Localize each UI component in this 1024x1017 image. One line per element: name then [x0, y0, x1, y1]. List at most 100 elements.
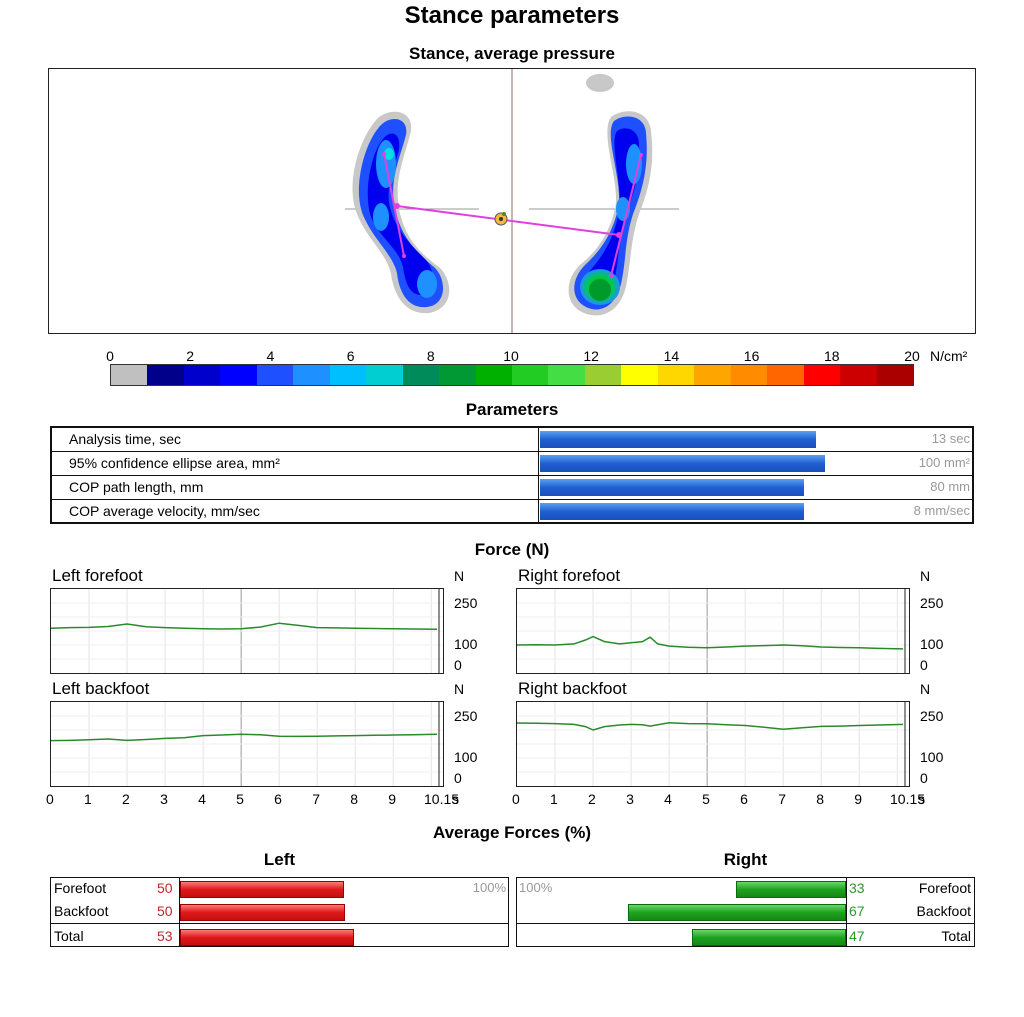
x-tick: 5	[236, 791, 244, 807]
force-panel-title: Left forefoot	[52, 566, 143, 585]
x-tick: 8	[350, 791, 359, 807]
parameter-divider	[538, 476, 539, 499]
parameter-row: 95% confidence ellipse area, mm²81100 mm…	[52, 452, 972, 476]
y-tick: 100	[920, 749, 944, 766]
y-tick: 0	[920, 657, 928, 673]
x-tick: 0	[512, 791, 520, 807]
force-plot	[50, 701, 444, 787]
force-plot	[50, 588, 444, 674]
x-tick: 8	[816, 791, 825, 807]
force-series-line	[516, 635, 904, 650]
colorbar-swatch	[840, 365, 877, 385]
force-unit: N	[920, 681, 931, 697]
x-tick: 1	[84, 791, 92, 807]
parameter-label: 95% confidence ellipse area, mm²	[69, 455, 280, 471]
parameter-bar	[540, 503, 804, 520]
right-force-bar	[736, 881, 846, 898]
parameter-divider	[538, 428, 539, 451]
pressure-scale-unit: N/cm²	[930, 348, 968, 364]
scale-label: 16	[743, 348, 760, 364]
x-tick: 10.15	[424, 791, 460, 807]
x-tick: 3	[626, 791, 634, 807]
parameter-max: 13 sec	[931, 431, 970, 446]
left-force-value: 53	[157, 928, 173, 944]
scale-label: 6	[346, 348, 355, 364]
colorbar-swatch	[511, 365, 549, 385]
parameter-label: COP average velocity, mm/sec	[69, 503, 260, 519]
x-tick: 9	[854, 791, 863, 807]
left-forces-table: 100% Forefoot 50 Backfoot 50 Total 53	[50, 877, 509, 947]
left-force-label: Forefoot	[54, 880, 107, 896]
colorbar-swatch	[694, 365, 731, 385]
parameter-divider	[538, 500, 539, 524]
colorbar-swatch	[767, 365, 804, 385]
x-tick: 4	[198, 791, 206, 807]
colorbar-swatch	[730, 365, 768, 385]
force-unit: N	[454, 568, 465, 584]
left-force-label: Backfoot	[54, 903, 109, 919]
parameter-row: COP average velocity, mm/sec68 mm/sec	[52, 500, 972, 524]
force-panel-title: Right forefoot	[518, 566, 621, 585]
right-force-label: Backfoot	[916, 903, 971, 919]
right-force-bar	[628, 904, 846, 921]
left-force-value: 50	[157, 880, 173, 896]
parameters-title: Parameters	[465, 400, 559, 419]
force-panel-title: Right backfoot	[518, 679, 627, 698]
y-tick: 0	[454, 657, 462, 673]
force-unit: N	[454, 681, 465, 697]
colorbar-swatch	[803, 365, 841, 385]
colorbar-swatch	[548, 365, 585, 385]
x-tick: 5	[702, 791, 710, 807]
pressure-colorbar	[110, 364, 914, 386]
parameter-max: 80 mm	[930, 479, 970, 494]
left-max-label: 100%	[472, 880, 506, 895]
y-tick: 100	[454, 749, 478, 766]
y-tick: 250	[920, 708, 944, 725]
colorbar-swatch	[111, 365, 148, 385]
force-plot-svg	[50, 702, 443, 786]
parameter-max: 100 mm²	[918, 455, 970, 470]
parameter-label: COP path length, mm	[69, 479, 204, 495]
y-tick: 250	[920, 595, 944, 612]
right-foot-print	[568, 111, 653, 316]
scale-label: 2	[186, 348, 195, 364]
colorbar-swatch	[876, 365, 913, 385]
right-max-label: 100%	[519, 880, 553, 895]
colorbar-swatch	[475, 365, 512, 385]
x-tick: 2	[122, 791, 130, 807]
force-series-line	[50, 733, 438, 742]
left-force-bar	[180, 904, 345, 921]
left-force-bar	[180, 929, 354, 946]
force-plot-svg	[516, 702, 909, 786]
x-tick: 6	[274, 791, 282, 807]
parameter-row: COP path length, mm6080 mm	[52, 476, 972, 500]
colorbar-swatch	[329, 365, 367, 385]
right-forces-table: 100% 33 Forefoot 67 Backfoot 47 Total	[516, 877, 975, 947]
colorbar-swatch	[439, 365, 476, 385]
x-tick: 7	[778, 791, 786, 807]
scale-label: 12	[583, 348, 599, 364]
right-force-value: 33	[849, 880, 865, 896]
scale-label: 4	[266, 348, 275, 364]
parameter-bar	[540, 431, 817, 448]
x-tick: 1	[550, 791, 558, 807]
left-forces-title: Left	[263, 850, 296, 869]
force-title: Force (N)	[474, 540, 550, 559]
right-force-label: Forefoot	[918, 880, 971, 896]
y-tick: 0	[920, 770, 928, 786]
scale-label: 0	[106, 348, 114, 364]
colorbar-swatch	[256, 365, 294, 385]
y-tick: 100	[920, 636, 944, 653]
y-tick: 100	[454, 636, 478, 653]
colorbar-swatch	[293, 365, 330, 385]
force-series-line	[516, 721, 904, 731]
right-force-value: 47	[849, 928, 865, 944]
x-unit: s	[452, 791, 459, 807]
x-tick: 3	[160, 791, 168, 807]
x-tick: 6	[740, 791, 748, 807]
parameter-bar	[540, 479, 804, 496]
colorbar-swatch	[183, 365, 221, 385]
scale-label: 14	[663, 348, 680, 364]
right-force-label: Total	[941, 928, 971, 944]
